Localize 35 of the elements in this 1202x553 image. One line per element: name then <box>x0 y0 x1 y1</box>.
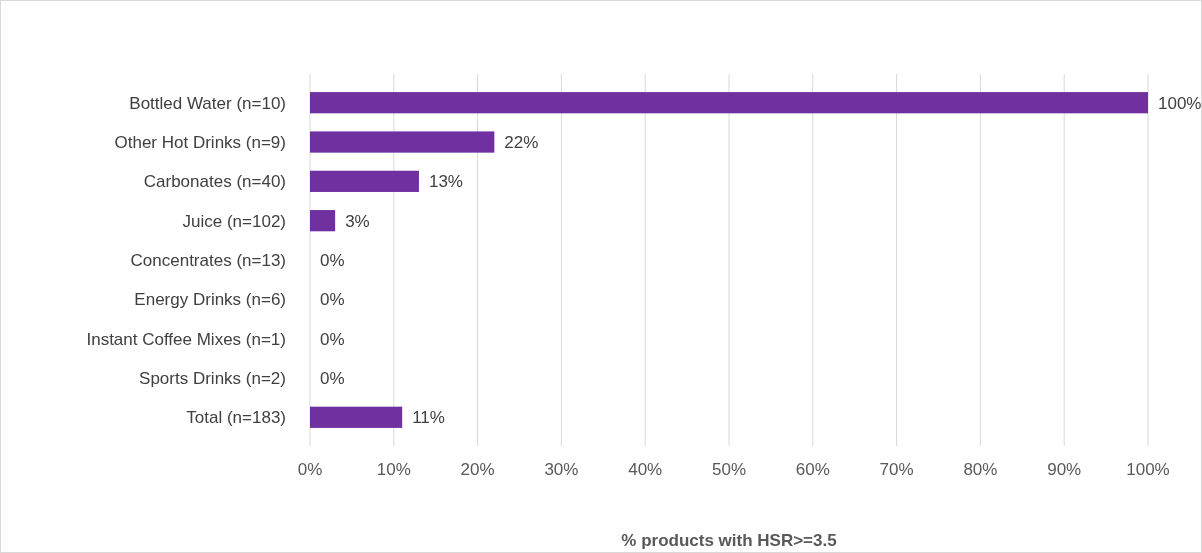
bar <box>310 210 336 232</box>
y-tick-label: Sports Drinks (n=2) <box>139 368 286 388</box>
x-tick-label: 10% <box>376 460 411 479</box>
y-tick-label: Other Hot Drinks (n=9) <box>114 132 286 152</box>
data-label: 100% <box>1158 93 1202 113</box>
bar <box>310 170 419 192</box>
data-label: 3% <box>345 211 370 231</box>
y-tick-label: Juice (n=102) <box>182 211 286 231</box>
x-tick-label: 0% <box>297 460 323 479</box>
bar <box>310 131 495 153</box>
data-label: 22% <box>504 132 539 152</box>
y-tick-label: Carbonates (n=40) <box>143 172 286 192</box>
x-tick-label: 40% <box>628 460 663 479</box>
x-tick-label: 60% <box>795 460 830 479</box>
y-tick-label: Instant Coffee Mixes (n=1) <box>86 329 286 349</box>
x-tick-label: 100% <box>1126 460 1170 479</box>
data-label: 0% <box>320 290 345 310</box>
x-tick-label: 70% <box>879 460 914 479</box>
y-tick-label: Concentrates (n=13) <box>130 250 286 270</box>
y-tick-label: Energy Drinks (n=6) <box>134 290 286 310</box>
x-tick-label: 80% <box>963 460 998 479</box>
y-tick-label: Bottled Water (n=10) <box>129 93 286 113</box>
x-tick-label: 90% <box>1047 460 1082 479</box>
bar <box>310 92 1148 114</box>
data-label: 0% <box>320 368 345 388</box>
x-tick-label: 20% <box>460 460 495 479</box>
x-tick-label: 30% <box>544 460 579 479</box>
y-tick-label: Total (n=183) <box>186 408 286 428</box>
x-axis-title: % products with HSR>=3.5 <box>621 531 837 550</box>
data-label: 0% <box>320 250 345 270</box>
bar <box>310 406 403 428</box>
data-label: 13% <box>428 172 463 192</box>
x-tick-label: 50% <box>711 460 747 479</box>
data-label: 11% <box>412 408 445 428</box>
data-label: 0% <box>320 329 345 349</box>
